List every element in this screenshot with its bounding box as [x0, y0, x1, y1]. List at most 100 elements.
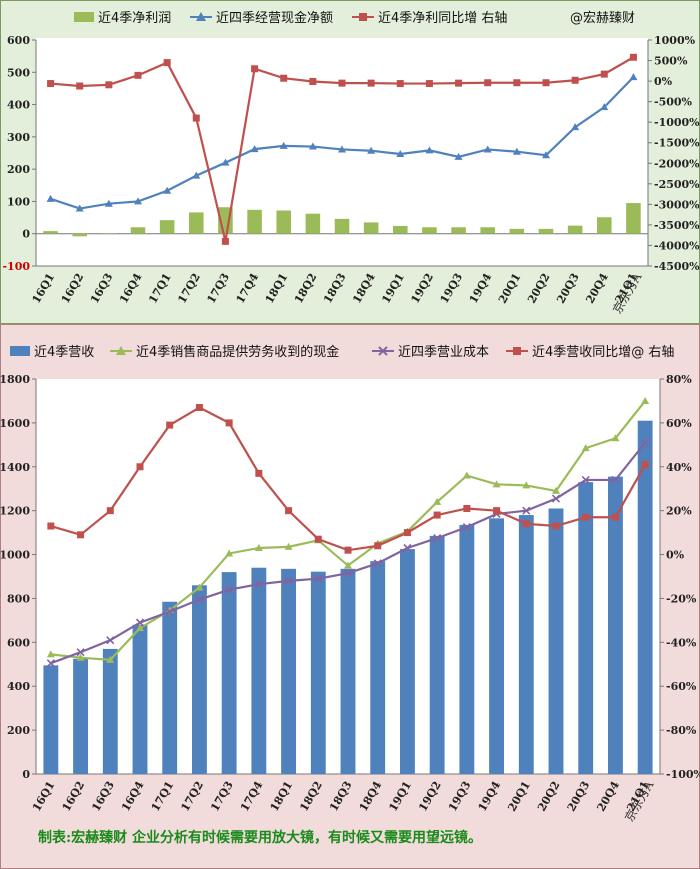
chart1-lines	[46, 53, 638, 245]
point-18Q1	[285, 507, 293, 515]
point-16Q3	[106, 507, 114, 515]
legend-swatch-revenue	[10, 346, 30, 356]
point-19Q3	[462, 523, 471, 532]
bar-20Q1	[518, 515, 534, 774]
bar-18Q4	[363, 222, 379, 234]
chart2-lines	[46, 396, 650, 668]
bar-19Q4	[489, 518, 504, 774]
point-16Q3	[105, 81, 113, 89]
point-17Q1	[166, 421, 174, 429]
right-tick-label: -4500%	[654, 260, 700, 273]
point-19Q1	[403, 529, 411, 537]
triangle-marker-icon	[116, 346, 126, 355]
right-tick-label: -1500%	[654, 137, 700, 150]
right-tick-label: 500%	[654, 55, 688, 68]
bar-16Q3	[101, 233, 117, 235]
point-18Q1	[279, 141, 288, 149]
left-tick-label: 500	[7, 66, 30, 79]
point-19Q4	[493, 507, 501, 515]
left-tick-label: 0	[22, 228, 30, 241]
point-20Q3	[581, 475, 590, 485]
point-19Q1	[396, 149, 405, 157]
bar-18Q3	[340, 568, 356, 774]
point-16Q4	[136, 463, 144, 471]
bar-18Q4	[370, 561, 386, 774]
point-16Q2	[77, 531, 85, 539]
bar-17Q1	[162, 601, 178, 774]
point-18Q3	[344, 561, 352, 569]
right-tick-label: 40%	[666, 461, 692, 474]
chart2-footer-note: 制表:宏赫臻财 企业分析有时候需要用放大镜，有时候又需要用望远镜。	[38, 829, 482, 846]
legend-label-net-profit: 近4季净利润	[98, 11, 171, 26]
left-tick-label: 600	[7, 34, 30, 47]
right-tick-label: -60%	[666, 680, 697, 693]
legend-label-cash-received: 近4季销售商品提供劳务收到的现金	[136, 344, 339, 360]
bar-17Q2	[189, 212, 204, 234]
point-16Q4	[134, 71, 142, 79]
point-19Q3	[463, 504, 471, 512]
left-tick-label: 100	[7, 195, 30, 208]
left-tick-label: 400	[7, 680, 30, 693]
bar-21Q1	[637, 420, 653, 774]
revenue-cost-chart: 近4季营收 近4季销售商品提供劳务收到的现金 近四季营业成本 近4季营收同比增@…	[0, 324, 700, 869]
right-tick-label: -2500%	[654, 178, 700, 191]
bar-17Q1	[159, 220, 175, 234]
point-21Q1	[641, 396, 650, 404]
left-tick-label: 1400	[0, 461, 30, 474]
point-19Q2	[433, 511, 441, 519]
bar-18Q2	[310, 571, 326, 774]
left-tick-label: 400	[7, 99, 30, 112]
chart2-legend: 近4季营收 近4季销售商品提供劳务收到的现金 近四季营业成本 近4季营收同比增@…	[10, 344, 674, 360]
point-16Q3	[106, 655, 115, 663]
left-tick-label: 1000	[0, 549, 30, 562]
point-20Q3	[571, 76, 579, 84]
point-16Q2	[76, 82, 84, 90]
right-tick-label: 1000%	[654, 34, 696, 47]
bar-17Q4	[251, 567, 267, 774]
right-tick-label: -500%	[654, 96, 693, 109]
left-tick-label: 1600	[0, 417, 30, 430]
point-20Q4	[600, 103, 609, 111]
bar-19Q2	[429, 535, 445, 774]
point-17Q4	[254, 580, 263, 589]
point-17Q1	[165, 607, 174, 616]
left-tick-label: -100	[2, 260, 30, 273]
legend-label-revenue-growth: 近4季营收同比增@ 右轴	[532, 345, 674, 360]
bar-16Q3	[102, 648, 118, 774]
point-16Q2	[75, 204, 84, 212]
bar-16Q1	[43, 665, 59, 774]
right-tick-label: -3500%	[654, 219, 700, 232]
point-19Q2	[433, 534, 442, 543]
left-tick-label: 0	[22, 768, 30, 781]
point-16Q4	[136, 624, 144, 632]
bar-19Q1	[393, 225, 408, 234]
square-marker-icon	[359, 13, 367, 21]
profit-cashflow-chart: 近4季净利润 近四季经营现金净额 近4季净利同比增 右轴 @宏赫臻财 -1000…	[0, 0, 700, 324]
point-18Q4	[373, 559, 382, 568]
bar-17Q3	[221, 572, 237, 774]
right-tick-label: -2000%	[654, 157, 700, 170]
point-20Q2	[552, 522, 560, 530]
bar-17Q2	[192, 585, 207, 774]
point-16Q1	[46, 659, 55, 668]
bar-19Q4	[480, 227, 495, 234]
point-17Q3	[221, 237, 229, 245]
bar-20Q2	[538, 228, 554, 234]
point-17Q1	[163, 186, 172, 194]
bar-16Q2	[72, 233, 87, 237]
point-17Q1	[163, 59, 171, 67]
point-20Q3	[581, 444, 590, 452]
point-20Q1	[513, 79, 521, 87]
point-20Q1	[522, 506, 531, 515]
bar-20Q3	[578, 482, 594, 774]
right-tick-label: -40%	[666, 636, 697, 649]
point-18Q2	[314, 574, 323, 583]
point-18Q2	[314, 535, 322, 543]
point-19Q3	[455, 79, 463, 87]
point-18Q1	[280, 74, 288, 82]
point-17Q4	[251, 65, 259, 73]
point-18Q4	[367, 146, 376, 154]
chart2-bars	[43, 420, 653, 774]
point-17Q2	[195, 404, 203, 412]
